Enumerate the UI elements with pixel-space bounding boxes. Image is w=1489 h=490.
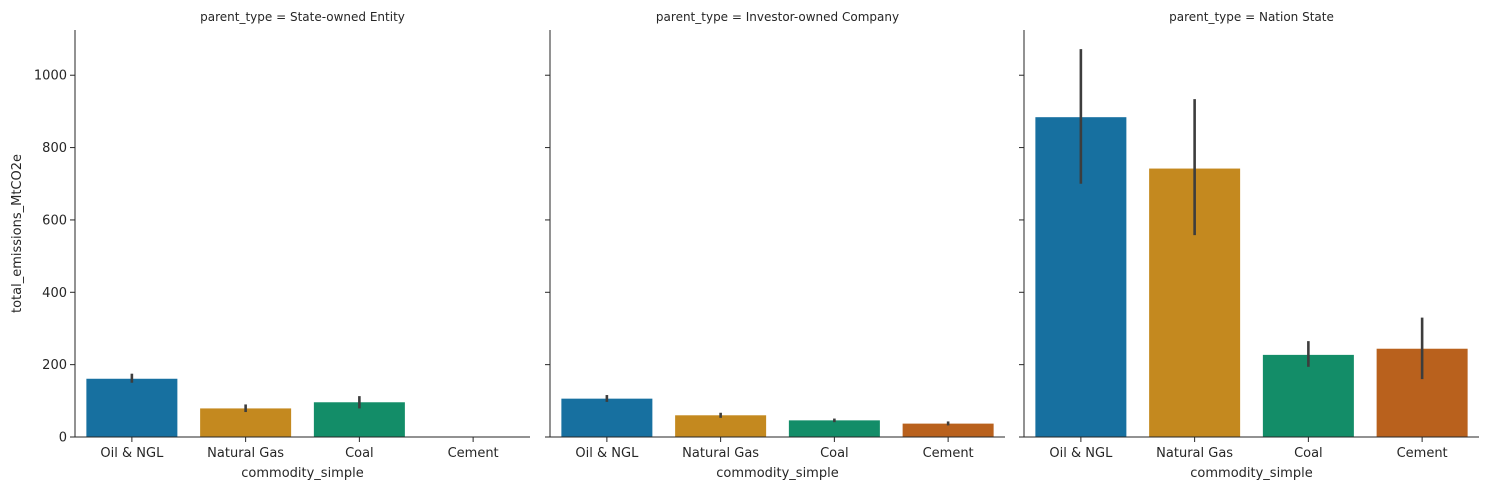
facet-panel-3: parent_type = Nation State Oil & NGL Natur… xyxy=(1019,10,1479,481)
x-tick-label: Coal xyxy=(1294,446,1323,461)
y-axis-label: total_emissions_MtCO2e xyxy=(10,154,25,313)
x-tick-label: Cement xyxy=(923,446,974,461)
bar-oil-ngl xyxy=(86,378,178,437)
x-axis-label: commodity_simple xyxy=(241,466,363,481)
x-tick-label: Oil & NGL xyxy=(100,446,164,461)
facet-panel-1: parent_type = State-owned Entity 0 200 400 6… xyxy=(10,10,530,481)
y-tick-label: 0 xyxy=(59,431,67,446)
bar-natural-gas xyxy=(200,408,292,437)
x-tick-label: Oil & NGL xyxy=(1049,446,1113,461)
x-tick-label: Coal xyxy=(345,446,374,461)
x-tick-label: Cement xyxy=(448,446,499,461)
bar-natural-gas xyxy=(675,415,767,437)
bar-coal xyxy=(1262,354,1354,437)
x-tick-label: Oil & NGL xyxy=(575,446,639,461)
x-tick-label: Coal xyxy=(820,446,849,461)
facet-title: parent_type = Investor-owned Company xyxy=(656,10,899,24)
y-tick-label: 400 xyxy=(42,286,67,301)
bar-oil-ngl xyxy=(561,398,653,437)
y-tick-label: 800 xyxy=(42,141,67,156)
x-axis-label: commodity_simple xyxy=(716,466,838,481)
y-tick-label: 200 xyxy=(42,358,67,373)
x-axis-label: commodity_simple xyxy=(1190,466,1312,481)
bar-cement xyxy=(902,423,994,437)
x-tick-label: Natural Gas xyxy=(682,446,759,461)
facet-panel-2: parent_type = Investor-owned Company Oil … xyxy=(545,10,1005,481)
y-tick-label: 600 xyxy=(42,213,67,228)
x-tick-label: Cement xyxy=(1397,446,1448,461)
facet-title: parent_type = Nation State xyxy=(1169,10,1334,24)
bar-coal xyxy=(788,420,880,437)
y-tick-label: 1000 xyxy=(34,69,67,84)
x-tick-label: Natural Gas xyxy=(207,446,284,461)
facet-title: parent_type = State-owned Entity xyxy=(200,10,405,24)
x-tick-label: Natural Gas xyxy=(1156,446,1233,461)
